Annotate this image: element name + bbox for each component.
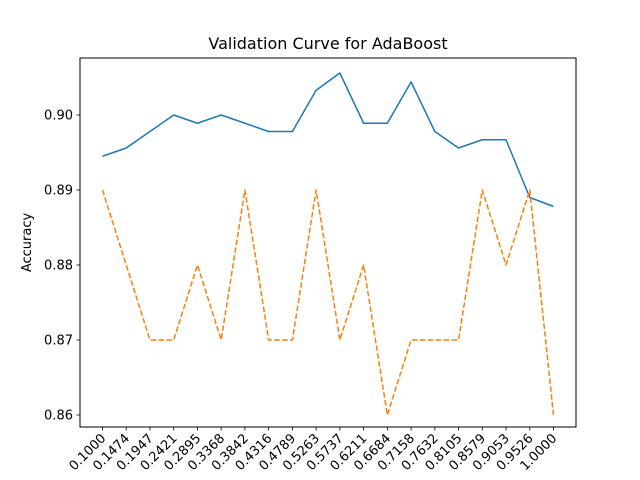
chart-title: Validation Curve for AdaBoost [208, 34, 447, 53]
series-1-point [410, 81, 413, 84]
series-2-point [291, 339, 294, 342]
series-1-point [172, 114, 175, 117]
y-tick-label: 0.89 [44, 184, 73, 199]
series-1-point [315, 89, 318, 92]
series-1-point [505, 138, 508, 141]
series-2-point [457, 339, 460, 342]
chart-marks [101, 72, 555, 417]
series-1-point [148, 130, 151, 133]
series-1-point [243, 122, 246, 125]
series-1-point [457, 147, 460, 150]
series-2-point [338, 339, 341, 342]
series-2-point [410, 339, 413, 342]
series-1-point [386, 122, 389, 125]
y-tick-label: 0.86 [44, 409, 73, 424]
series-2-point [148, 339, 151, 342]
series-2-line [101, 189, 555, 416]
plot-frame [79, 57, 577, 428]
series-2-point [386, 414, 389, 417]
series-2-point [433, 339, 436, 342]
series-2-point [243, 189, 246, 192]
series-2-point [267, 339, 270, 342]
series-2-point [481, 189, 484, 192]
series-2-point [101, 189, 104, 192]
series-1-point [220, 114, 223, 117]
series-2-point [125, 264, 128, 267]
series-2-point [315, 189, 318, 192]
series-2-point [528, 189, 531, 192]
series-1-point [125, 147, 128, 150]
series-2-point [196, 264, 199, 267]
y-tick-label: 0.88 [44, 259, 73, 274]
series-2-point [552, 414, 555, 417]
series-1-line [102, 72, 554, 208]
series-2-point [172, 339, 175, 342]
series-1-point [433, 130, 436, 133]
series-2-point [220, 339, 223, 342]
series-1-point [101, 155, 104, 158]
plot-area [80, 58, 576, 427]
y-tick-label: 0.87 [44, 334, 73, 349]
series-1-point [291, 130, 294, 133]
series-1-point [338, 72, 341, 75]
series-1-point [196, 122, 199, 125]
series-1-point [552, 205, 555, 208]
series-2-point [362, 264, 365, 267]
y-axis-label: Accuracy [20, 213, 35, 273]
series-1-point [481, 138, 484, 141]
y-tick-label: 0.90 [44, 109, 73, 124]
series-1-point [267, 130, 270, 133]
series-2-point [505, 264, 508, 267]
series-1-point [362, 122, 365, 125]
